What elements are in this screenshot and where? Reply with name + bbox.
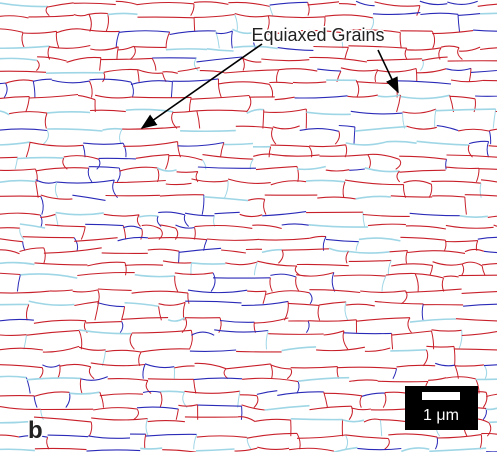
grain-boundary (99, 158, 136, 159)
grain-boundary (241, 406, 242, 420)
annotation-label: Equiaxed Grains (251, 25, 384, 45)
grain-boundary (132, 97, 191, 98)
scale-bar-label: 1 μm (423, 407, 459, 424)
grain-boundary (180, 131, 236, 132)
grain-boundary (191, 263, 192, 276)
micrograph: Equiaxed Grains b 1 μm (0, 0, 497, 452)
grain-boundary (179, 251, 180, 263)
grain-boundary (291, 419, 343, 420)
grain-boundary (236, 351, 282, 352)
grain-boundary (194, 18, 195, 32)
grain-boundary (459, 275, 497, 276)
grain-boundary (476, 379, 497, 380)
grain-boundary (46, 73, 104, 74)
grain-boundary (0, 196, 41, 197)
page: {"annotation": {"label": "Equiaxed Grain… (0, 0, 497, 452)
scale-bar: 1 μm (405, 386, 478, 430)
grain-boundary (106, 195, 160, 196)
grain-boundary (166, 49, 207, 50)
grain-boundary (480, 13, 497, 14)
panel-label: b (28, 417, 43, 444)
scale-bar-line (422, 392, 460, 400)
grain-boundary (378, 381, 429, 382)
grain-boundary (148, 379, 194, 380)
grain-boundary (140, 448, 162, 449)
